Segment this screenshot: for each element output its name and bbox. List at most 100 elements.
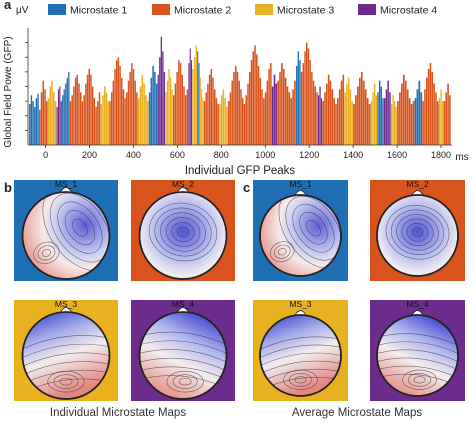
gfp-bar <box>357 86 359 145</box>
panel-label-a: a <box>4 0 12 12</box>
contour-line <box>72 218 88 237</box>
gfp-bar <box>338 89 341 145</box>
gfp-bar <box>399 92 401 145</box>
gfp-bar <box>137 98 140 145</box>
gfp-bar <box>189 48 191 146</box>
gfp-bar <box>277 80 279 145</box>
gfp-bar <box>169 77 172 145</box>
average-map-ms1: MS_1 <box>253 180 348 281</box>
contour-lines <box>377 333 458 390</box>
gfp-bar <box>326 83 328 145</box>
gfp-bar <box>440 89 442 145</box>
gfp-bar <box>176 71 178 146</box>
scalp-outline <box>138 311 228 400</box>
gfp-bar <box>270 63 272 145</box>
contour-line <box>41 249 51 257</box>
legend-label-ms3: Microstate 3 <box>277 5 334 17</box>
contour-line <box>22 352 110 367</box>
contour-line <box>47 370 85 393</box>
gfp-bar <box>346 83 348 145</box>
contour-line <box>377 365 458 379</box>
gfp-bar <box>197 51 199 145</box>
gfp-bar <box>236 71 239 146</box>
gfp-bar <box>238 80 240 145</box>
gfp-bar <box>227 101 230 146</box>
contour-line <box>178 377 192 386</box>
microstate-maps: MS_1 MS_2 MS_3 MS_4 MS_1 MS_2 MS_3 MS_4 Indivi… <box>14 180 465 419</box>
legend-label-ms4: Microstate 4 <box>380 5 437 17</box>
gfp-bar <box>121 77 123 145</box>
map-label: MS_1 <box>55 180 77 189</box>
gfp-bar <box>222 89 225 145</box>
gfp-bar <box>286 86 289 145</box>
gfp-bar <box>307 48 310 146</box>
x-tick-label: 400 <box>126 150 141 160</box>
gfp-bar <box>47 98 50 145</box>
y-axis-title: Global Field Powe (GFP) <box>3 36 14 147</box>
gfp-bar <box>100 104 103 145</box>
gfp-bar <box>389 92 391 145</box>
gfp-bar <box>299 60 301 145</box>
gfp-bar <box>322 101 324 146</box>
contour-line <box>390 209 445 255</box>
gfp-bar <box>279 71 281 146</box>
x-axis-title: Individual GFP Peaks <box>185 165 296 177</box>
gfp-bar <box>442 101 444 146</box>
gfp-bar <box>349 89 352 145</box>
gfp-bar <box>355 95 357 145</box>
gfp-bar <box>195 45 197 145</box>
gfp-bar <box>331 89 334 145</box>
gfp-bar <box>109 101 111 146</box>
individual-map-ms1: MS_1 <box>14 180 118 281</box>
average-maps-caption: Average Microstate Maps <box>292 407 422 419</box>
gfp-bar <box>249 71 251 146</box>
gfp-bar <box>414 98 417 145</box>
gfp-bar <box>410 104 413 145</box>
gfp-bar <box>210 68 213 145</box>
gfp-bar <box>240 89 242 145</box>
x-tick-label: 1200 <box>299 150 319 160</box>
gfp-bar <box>257 66 260 145</box>
gfp-bar <box>37 93 39 145</box>
gfp-bar <box>229 92 232 145</box>
legend-swatch-ms3 <box>255 4 273 15</box>
gfp-bar <box>324 92 326 145</box>
gfp-bar <box>247 83 249 145</box>
gfp-bar <box>374 83 376 145</box>
map-label: MS_4 <box>172 299 194 309</box>
gfp-bar <box>205 92 207 145</box>
gfp-bar <box>424 89 426 145</box>
map-label: MS_3 <box>289 299 311 309</box>
gfp-bar <box>141 74 144 145</box>
gfp-bar <box>317 95 320 145</box>
gfp-bar <box>426 77 428 145</box>
gfp-bar <box>256 54 258 145</box>
gfp-bar <box>110 92 113 145</box>
gfp-bar <box>60 101 62 146</box>
contour-line <box>139 340 227 354</box>
contour-line <box>294 376 307 384</box>
gfp-bar <box>81 101 84 146</box>
contour-line <box>260 344 341 358</box>
gfp-bar <box>178 60 180 145</box>
gfp-bar <box>76 74 79 145</box>
gfp-bar <box>380 86 382 145</box>
contour-line <box>160 212 206 252</box>
gfp-bar <box>233 71 235 146</box>
gfp-bar <box>63 89 65 145</box>
gfp-bar <box>83 95 85 145</box>
x-tick-label: 600 <box>170 150 185 160</box>
gfp-bar <box>212 77 214 145</box>
gfp-bar <box>134 80 136 145</box>
legend-label-ms2: Microstate 2 <box>174 5 231 17</box>
contour-line <box>37 245 56 261</box>
contour-line <box>260 352 341 366</box>
gfp-bar <box>148 92 151 145</box>
gfp-bar <box>420 92 423 145</box>
gfp-bar <box>347 77 350 145</box>
gfp-bar <box>129 71 131 146</box>
gfp-bar <box>44 89 46 145</box>
gfp-bar <box>32 101 34 146</box>
gfp-bar <box>122 89 125 145</box>
gfp-bar <box>370 101 373 146</box>
